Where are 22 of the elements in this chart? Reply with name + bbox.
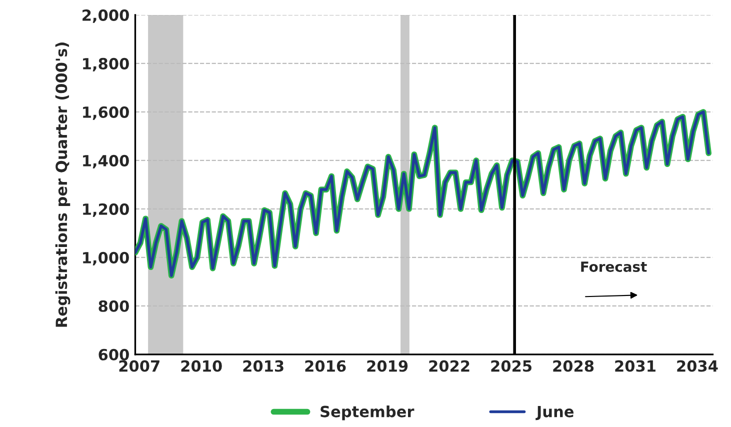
annotation: Forecast — [581, 262, 647, 272]
x-tick-label: 2031 — [615, 360, 656, 372]
y-tick-label: 2,000 — [82, 9, 129, 23]
x-tick-label: 2025 — [491, 360, 532, 372]
x-tick-label: 2022 — [429, 360, 470, 372]
y-tick-label: 1,600 — [83, 106, 129, 120]
y-tick-label: 1,000 — [83, 252, 129, 266]
y-tick-label: 1,400 — [83, 154, 129, 168]
y-axis-title: Registrations per Quarter (000's) — [55, 42, 70, 327]
y-tick-label: 1,800 — [83, 58, 129, 72]
x-tick-label: 2010 — [181, 360, 222, 372]
y-tick-label: 1,200 — [83, 203, 129, 217]
legend-label: June — [536, 406, 574, 420]
x-tick-label: 2034 — [677, 360, 718, 372]
x-tick-label: 2016 — [305, 360, 346, 372]
x-tick-label: 2013 — [243, 360, 284, 372]
y-tick-label: 600 — [98, 348, 129, 360]
x-tick-label: 2007 — [119, 360, 160, 372]
x-tick-label: 2028 — [553, 360, 594, 372]
x-tick-label: 2019 — [367, 360, 408, 372]
legend-label: September — [320, 406, 414, 420]
y-tick-label: 800 — [98, 300, 129, 312]
